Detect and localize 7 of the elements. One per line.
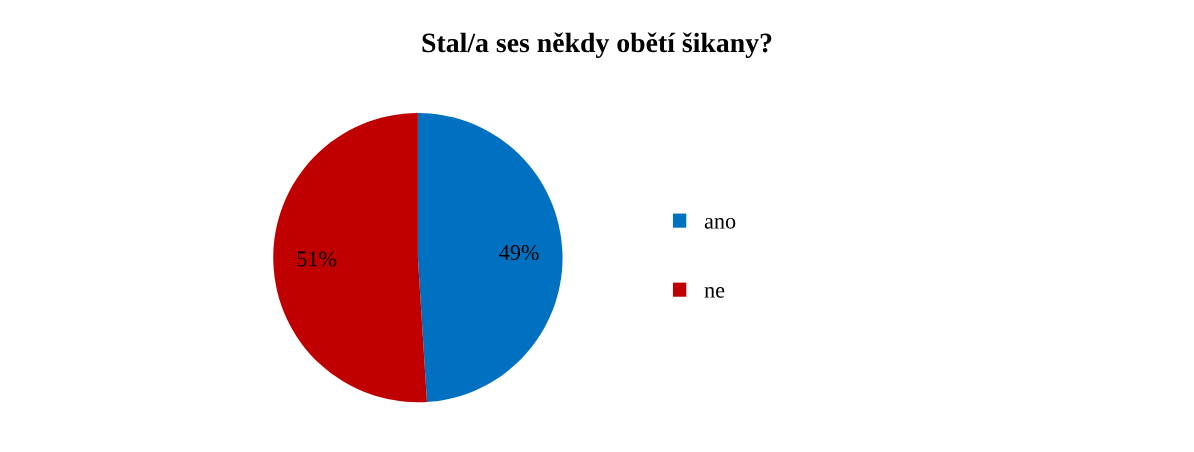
pie-slice	[273, 113, 427, 403]
data-label: 49%	[499, 245, 539, 261]
data-label: 51%	[297, 251, 337, 267]
legend-label: ne	[704, 287, 725, 298]
legend-label: ano	[704, 217, 736, 229]
chart-title: Stal/a ses někdy obětí šikany?	[422, 32, 772, 58]
pie-slice	[417, 113, 563, 402]
